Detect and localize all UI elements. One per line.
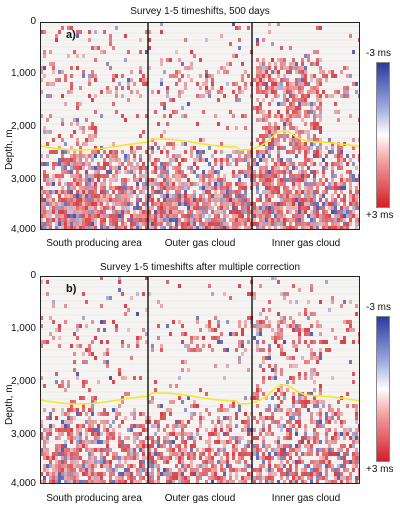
panel-a-ytick-4: 4,000 [10, 224, 36, 235]
panel-b-colorbar-bottom-label: +3 ms [366, 464, 394, 475]
panel-a-ytick-1: 1,000 [10, 68, 36, 79]
panel-a-ytick-2: 2,000 [10, 121, 36, 132]
panel-a-xlabel-outer: Outer gas cloud [164, 238, 236, 249]
panel-a-colorbar-bottom-label: +3 ms [366, 210, 394, 221]
panel-b-xlabel-south: South producing area [46, 493, 142, 504]
panel-a-xlabel-inner: Inner gas cloud [271, 238, 341, 249]
panel-a-ytick-0: 0 [30, 16, 36, 27]
panel-b-title: Survey 1-5 timeshifts after multiple cor… [99, 262, 301, 273]
panel-a-title: Survey 1-5 timeshifts, 500 days [130, 6, 270, 17]
panel-b-xlabel-outer: Outer gas cloud [164, 493, 236, 504]
panel-b-colorbar [376, 316, 390, 462]
panel-b-xlabel-inner: Inner gas cloud [271, 493, 341, 504]
panel-a-seismic-section: a) [40, 22, 360, 230]
panel-a-ylabel: Depth, m [4, 129, 15, 170]
panel-a-colorbar-top-label: -3 ms [366, 48, 391, 59]
panel-b-ytick-2: 2,000 [10, 376, 36, 387]
panel-b-seismic-section: b) [40, 276, 360, 484]
panel-b-colorbar-top-label: -3 ms [366, 302, 391, 313]
panel-b-ytick-0: 0 [30, 270, 36, 281]
panel-a-xlabel-south: South producing area [46, 238, 142, 249]
panel-a-ytick-3: 3,000 [10, 174, 36, 185]
panel-b-label: b) [66, 283, 77, 295]
panel-a-colorbar [376, 62, 390, 208]
panel-a-label: a) [66, 29, 76, 41]
panel-b-ytick-1: 1,000 [10, 323, 36, 334]
panel-b-ylabel: Depth, m [4, 384, 15, 425]
panel-b-ytick-4: 4,000 [10, 478, 36, 489]
panel-b-ytick-3: 3,000 [10, 429, 36, 440]
